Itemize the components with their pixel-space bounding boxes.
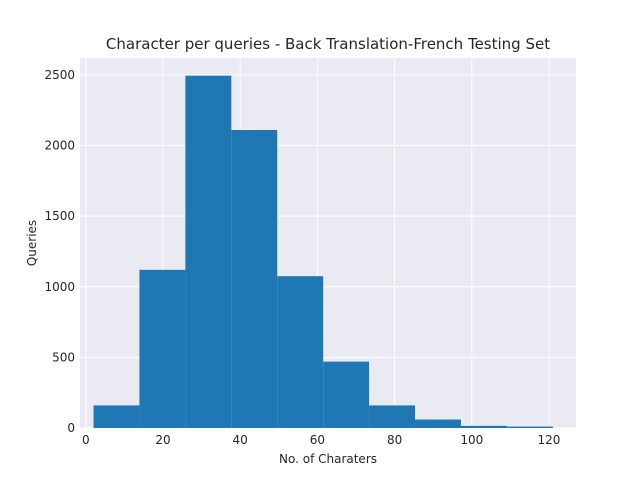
histogram-bar [231, 130, 278, 429]
x-tick-label: 80 [387, 433, 402, 447]
x-tick-label: 20 [155, 433, 170, 447]
x-tick-label: 40 [233, 433, 248, 447]
x-axis-label: No. of Charaters [279, 452, 377, 466]
histogram-bar [460, 425, 507, 428]
x-tick-label: 0 [82, 433, 90, 447]
histogram-bar [185, 75, 232, 428]
y-tick-label: 1000 [44, 280, 75, 294]
histogram-bar [277, 276, 324, 428]
x-tick-label: 100 [460, 433, 483, 447]
histogram-bar [506, 426, 553, 428]
chart-title: Character per queries - Back Translation… [106, 35, 550, 53]
x-axis-ticks: 0 20 40 60 80 100 120 [82, 433, 560, 447]
histogram-bar [93, 405, 140, 428]
histogram-bar [415, 419, 461, 428]
y-axis-ticks: 0 500 1000 1500 2000 2500 [44, 68, 75, 435]
y-tick-label: 2500 [44, 68, 75, 82]
y-tick-label: 2000 [44, 139, 75, 153]
x-tick-label: 120 [538, 433, 561, 447]
y-axis-label: Queries [25, 220, 39, 266]
bars [93, 75, 553, 429]
histogram-bar [139, 269, 186, 428]
y-tick-label: 0 [67, 421, 75, 435]
histogram-bar [369, 405, 416, 428]
histogram-bar [323, 361, 370, 428]
y-tick-label: 1500 [44, 209, 75, 223]
y-tick-label: 500 [52, 350, 75, 364]
x-tick-label: 60 [310, 433, 325, 447]
